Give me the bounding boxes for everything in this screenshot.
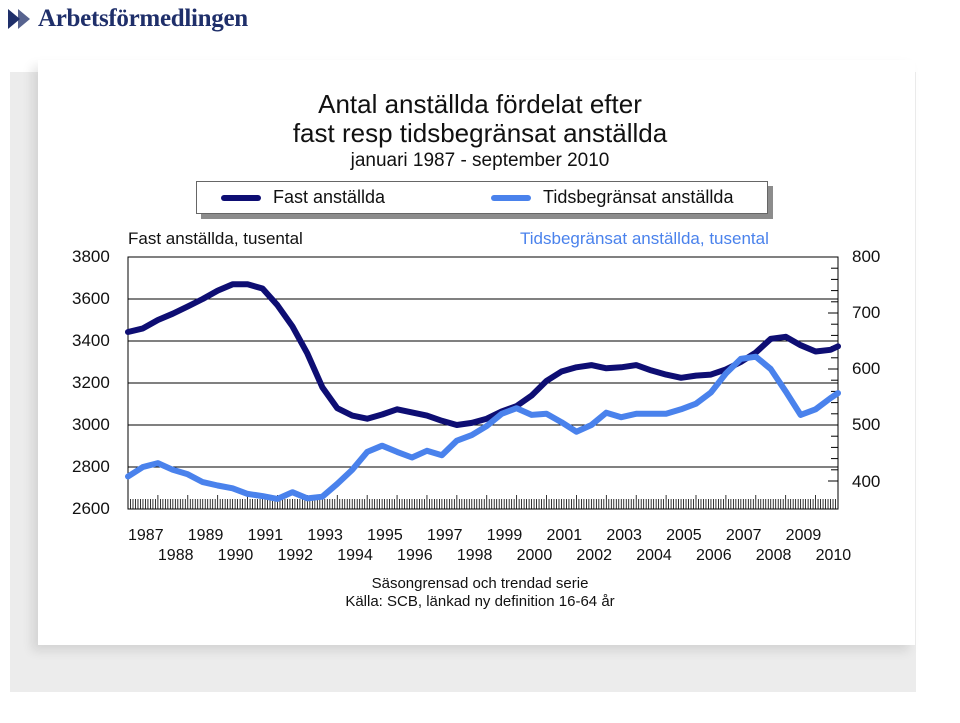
x-tick-label: 2009 [785, 527, 822, 544]
x-tick-label: 2004 [636, 547, 672, 564]
y-right-tick: 600 [852, 359, 881, 378]
y-right-tick: 500 [852, 415, 881, 434]
y-left-tick: 3600 [72, 289, 110, 308]
chart-title-line2: fast resp tidsbegränsat anställda [292, 118, 668, 148]
x-tick-label: 1999 [486, 527, 523, 544]
x-tick-label: 2006 [696, 547, 732, 564]
y-left-tick: 3800 [72, 247, 110, 266]
source-note-1: Säsongrensad och trendad serie [371, 575, 589, 592]
series-line-tids [125, 353, 841, 502]
y-left-tick: 3000 [72, 415, 110, 434]
y-left-tick: 2600 [72, 499, 110, 518]
x-tick-label: 1993 [307, 527, 343, 544]
slide-panel [38, 60, 915, 645]
chart-legend: Fast anställda Tidsbegränsat anställda [196, 181, 768, 214]
legend-swatch-tids [491, 195, 531, 201]
x-tick-label: 1997 [426, 527, 463, 544]
x-tick-label: 2008 [755, 547, 792, 564]
source-note-2: Källa: SCB, länkad ny definition 16-64 å… [345, 593, 615, 610]
x-tick-label: 1998 [456, 547, 493, 564]
x-tick-label: 2003 [606, 527, 642, 544]
x-tick-label: 2000 [516, 547, 553, 564]
y-right-tick: 700 [852, 303, 881, 322]
y-left-tick: 3400 [72, 331, 110, 350]
x-tick-label: 1992 [277, 547, 314, 564]
x-tick-label: 2005 [666, 527, 702, 544]
left-axis-label: Fast anställda, tusental [128, 229, 303, 248]
series-line-fast [125, 281, 841, 428]
legend-swatch-fast [221, 195, 261, 201]
x-tick-label: 2002 [576, 547, 612, 564]
legend-label-tids: Tidsbegränsat anställda [543, 187, 734, 207]
x-tick-label: 2007 [725, 527, 762, 544]
x-tick-label: 2010 [815, 547, 852, 564]
x-tick-label: 1988 [157, 547, 194, 564]
chart-title: Antal anställda fördelat efter [318, 89, 642, 119]
x-tick-label: 1996 [397, 547, 433, 564]
y-right-tick: 400 [852, 472, 881, 491]
legend-label-fast: Fast anställda [273, 187, 386, 207]
chart-subtitle: januari 1987 - september 2010 [350, 150, 610, 171]
x-tick-label: 1995 [367, 527, 403, 544]
y-left-tick: 3200 [72, 373, 110, 392]
y-right-tick: 800 [852, 247, 881, 266]
x-tick-label: 1990 [217, 547, 254, 564]
x-tick-label: 1994 [337, 547, 373, 564]
right-axis-label: Tidsbegränsat anställda, tusental [520, 229, 769, 248]
x-tick-label: 2001 [546, 527, 583, 544]
x-tick-label: 1987 [128, 527, 164, 544]
y-left-tick: 2800 [72, 457, 110, 476]
brand-logo: Arbetsförmedlingen [6, 4, 248, 34]
logo-arrow-icon [8, 9, 30, 29]
x-tick-label: 1991 [247, 527, 284, 544]
brand-name: Arbetsförmedlingen [38, 5, 248, 32]
x-tick-label: 1989 [187, 527, 224, 544]
